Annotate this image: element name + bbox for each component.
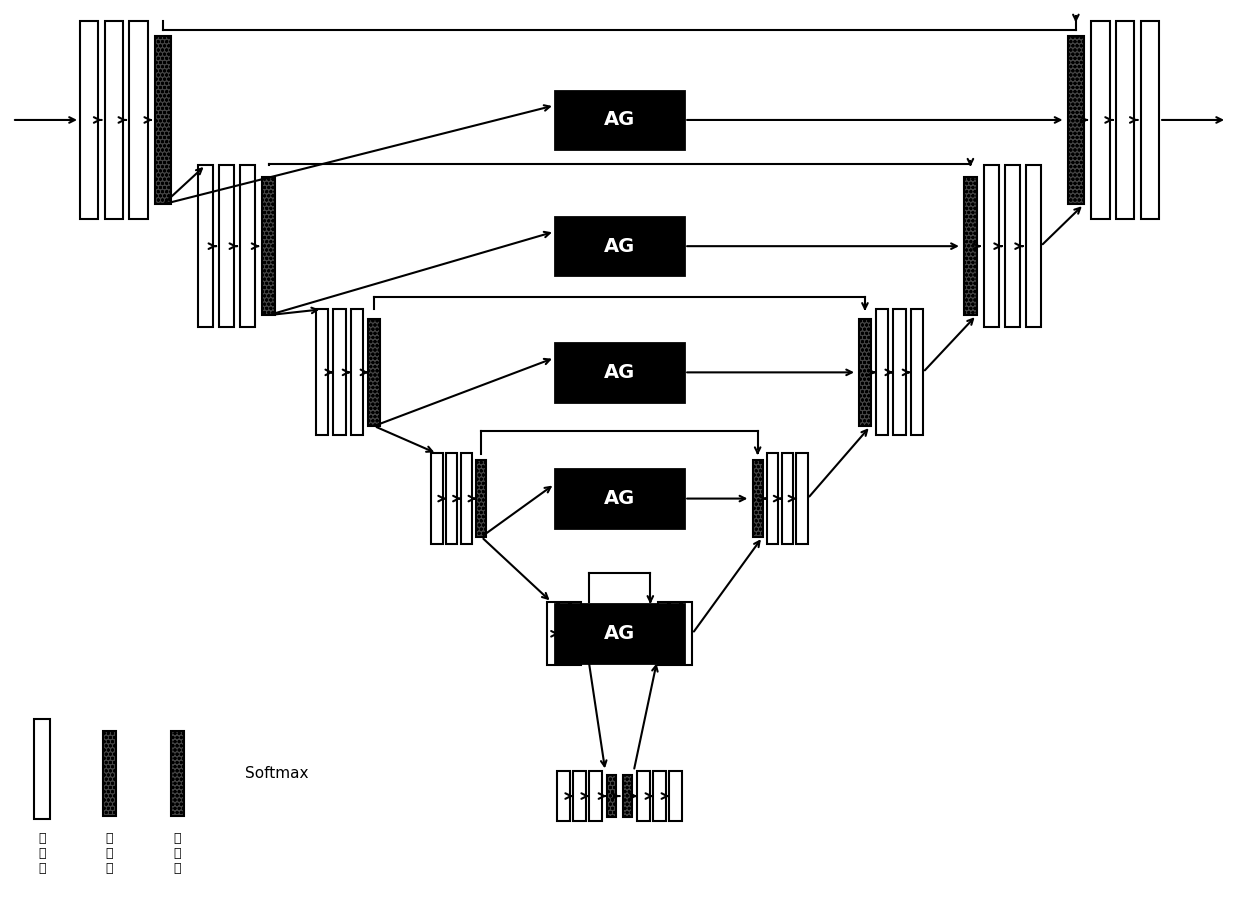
Bar xyxy=(368,318,379,426)
Bar xyxy=(198,165,213,327)
Bar xyxy=(683,602,693,666)
Text: AG: AG xyxy=(603,237,636,256)
Bar xyxy=(876,309,888,435)
Bar xyxy=(646,607,654,660)
Text: AG: AG xyxy=(603,624,636,643)
Bar xyxy=(316,309,328,435)
Text: AG: AG xyxy=(603,111,636,130)
Bar xyxy=(590,771,602,821)
Text: 上
采
样: 上 采 样 xyxy=(173,832,181,875)
Bar xyxy=(104,21,123,219)
Bar xyxy=(33,719,50,819)
Bar xyxy=(555,217,684,276)
Bar xyxy=(1092,21,1110,219)
Bar xyxy=(669,771,681,821)
Bar xyxy=(860,318,871,426)
Text: AG: AG xyxy=(603,363,636,382)
Text: 卷
积
层: 卷 积 层 xyxy=(38,832,46,875)
Bar xyxy=(653,771,665,821)
Bar xyxy=(461,454,472,543)
Bar xyxy=(767,454,778,543)
Text: Softmax: Softmax xyxy=(245,766,309,781)
Bar xyxy=(155,35,171,204)
Bar xyxy=(782,454,793,543)
Bar xyxy=(240,165,255,327)
Bar xyxy=(574,771,586,821)
Bar xyxy=(555,469,684,528)
Bar xyxy=(129,21,147,219)
Bar xyxy=(555,604,684,663)
Bar xyxy=(559,602,569,666)
Bar xyxy=(219,165,234,327)
Bar xyxy=(911,309,923,435)
Bar xyxy=(477,460,486,537)
Bar xyxy=(984,165,999,327)
Bar xyxy=(1026,165,1041,327)
Bar xyxy=(585,607,593,660)
Bar xyxy=(753,460,762,537)
Bar xyxy=(546,602,556,666)
Bar xyxy=(333,309,346,435)
Text: 下
采
样: 下 采 样 xyxy=(105,832,113,875)
Bar xyxy=(1116,21,1135,219)
Bar xyxy=(263,177,275,315)
Bar xyxy=(622,775,632,817)
Bar xyxy=(171,731,185,815)
Bar xyxy=(1141,21,1160,219)
Bar xyxy=(658,602,668,666)
Bar xyxy=(431,454,442,543)
Bar xyxy=(79,21,98,219)
Bar xyxy=(351,309,363,435)
Bar xyxy=(607,775,617,817)
Bar xyxy=(446,454,457,543)
Bar xyxy=(555,91,684,150)
Bar xyxy=(964,177,976,315)
Bar xyxy=(1005,165,1020,327)
Bar xyxy=(893,309,906,435)
Bar xyxy=(571,602,581,666)
Bar xyxy=(1068,35,1084,204)
Bar xyxy=(797,454,808,543)
Text: AG: AG xyxy=(603,489,636,508)
Bar xyxy=(558,771,570,821)
Bar xyxy=(637,771,649,821)
Bar xyxy=(103,731,116,815)
Bar xyxy=(670,602,680,666)
Bar xyxy=(555,343,684,402)
